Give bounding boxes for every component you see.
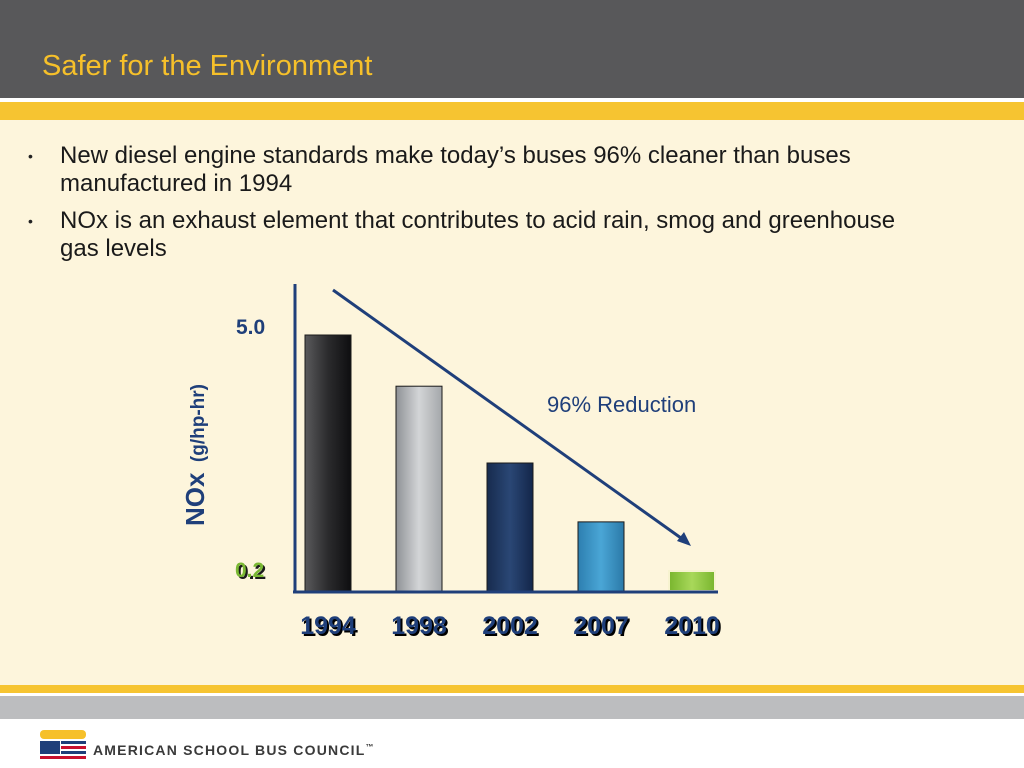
footer-accent-stripe [0,685,1024,693]
bar-2010 [668,570,716,592]
school-bus-flag-logo-icon [40,730,86,759]
bar-2007 [577,521,625,592]
chart-annotation: 96% Reduction [547,392,696,417]
reduction-trend-arrow [332,288,689,545]
nox-bar-chart: 96% Reduction 5.0 0.2 0.2 NOx (g/hp-hr) … [180,284,722,642]
x-tick-label-shadow: 1998 [393,614,449,642]
slide-title: Safer for the Environment [42,50,373,82]
footer-separator [0,693,1024,696]
organization-name-text: AMERICAN SCHOOL BUS COUNCIL [93,742,366,758]
header-accent-stripe [0,102,1024,120]
header-bar: Safer for the Environment [0,0,1024,98]
bullet-marker: • [28,148,33,164]
x-tick-label-shadow: 2010 [666,614,722,642]
organization-name: AMERICAN SCHOOL BUS COUNCIL™ [93,742,375,758]
x-tick-label-shadow: 2002 [484,614,540,642]
trademark-mark: ™ [365,742,375,752]
bar-group [304,334,716,592]
bar-2002 [486,462,534,592]
x-tick-label: 2002 [482,612,538,640]
bar-1994 [304,334,352,592]
bullet-text: NOx is an exhaust element that contribut… [60,207,896,262]
y-tick-label: 5.0 [236,316,265,339]
y-tick-label: 0.2 [235,559,264,582]
bullet-marker: • [28,213,33,229]
y-tick-label-shadow: 0.2 [237,561,266,584]
y-axis-label: NOx (g/hp-hr) [180,384,210,526]
arrow-head-icon [677,532,691,546]
bullet-text: New diesel engine standards make today’s… [60,142,851,197]
footer-gray-band [0,696,1024,719]
y-axis-label-unit: (g/hp-hr) [188,384,209,462]
x-tick-label-shadow: 2007 [575,614,631,642]
x-tick-label: 2007 [573,612,629,640]
slide-content [0,120,1024,690]
footer-bar: AMERICAN SCHOOL BUS COUNCIL™ [0,719,1024,768]
x-tick-label: 1998 [391,612,447,640]
x-tick-label-shadow: 1994 [302,614,358,642]
x-tick-label: 1994 [300,612,356,640]
bar-1998 [395,385,443,592]
y-axis-label-main: NOx [180,472,210,526]
x-tick-label: 2010 [664,612,720,640]
